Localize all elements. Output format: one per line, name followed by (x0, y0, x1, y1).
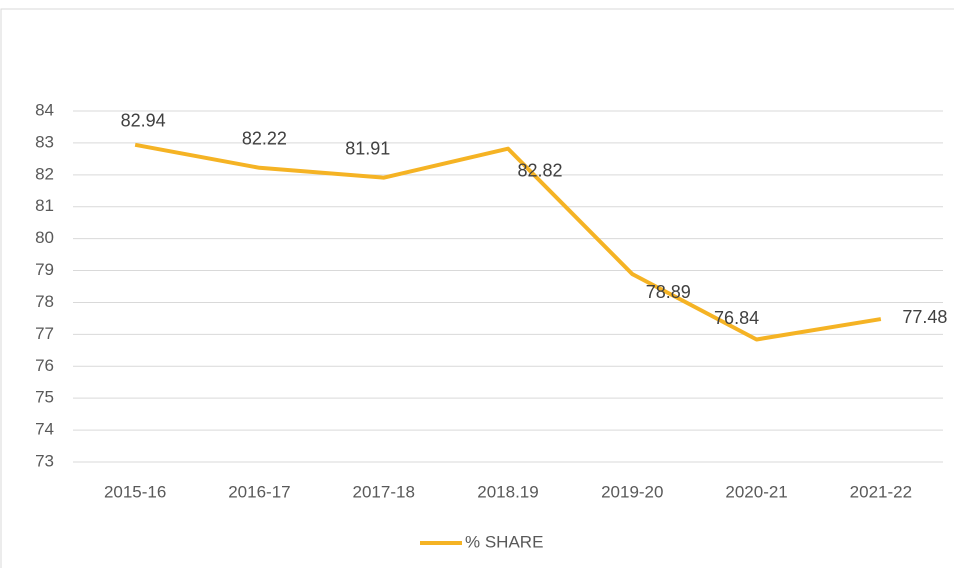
data-label: 78.89 (646, 282, 691, 302)
x-tick-label: 2020-21 (725, 482, 787, 501)
y-tick-label: 79 (35, 260, 54, 279)
data-label: 82.82 (517, 160, 562, 180)
line-series (134, 142, 882, 342)
legend-label: % SHARE (465, 532, 543, 551)
x-tick-label: 2019-20 (601, 482, 663, 501)
y-tick-label: 75 (35, 388, 54, 407)
x-tick-label: 2021-22 (850, 482, 912, 501)
x-tick-label: 2016-17 (228, 482, 290, 501)
data-label: 76.84 (714, 308, 759, 328)
data-label: 77.48 (902, 307, 947, 327)
y-tick-label: 80 (35, 228, 54, 247)
y-tick-label: 76 (35, 356, 54, 375)
y-tick-label: 84 (35, 100, 54, 119)
y-tick-label: 82 (35, 164, 54, 183)
y-tick-label: 81 (35, 196, 54, 215)
y-tick-label: 83 (35, 132, 54, 151)
x-tick-label: 2018.19 (477, 482, 538, 501)
y-tick-label: 73 (35, 451, 54, 470)
chart-frame (0, 8, 954, 568)
x-tick-label: 2017-18 (353, 482, 415, 501)
data-label: 82.22 (242, 129, 287, 149)
y-tick-label: 77 (35, 324, 54, 343)
x-tick-label: 2015-16 (104, 482, 166, 501)
data-label: 82.94 (121, 111, 166, 131)
y-tick-label: 78 (35, 292, 54, 311)
data-label: 81.91 (345, 138, 390, 158)
y-tick-label: 74 (35, 420, 54, 439)
